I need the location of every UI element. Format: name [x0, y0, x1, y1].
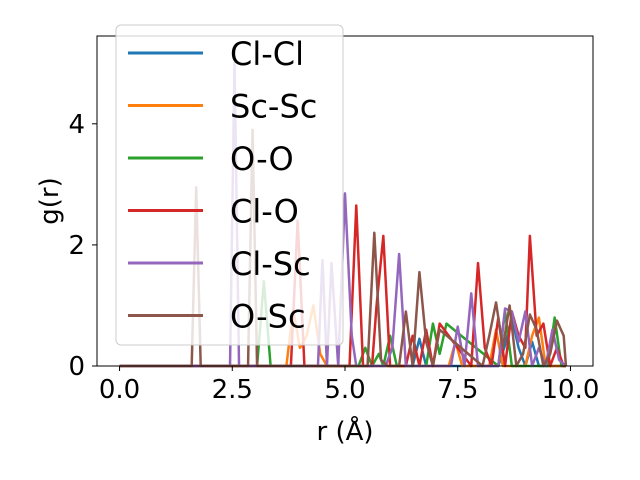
legend-label: O-Sc	[230, 298, 306, 336]
x-axis-label: r (Å)	[316, 415, 373, 447]
legend-label: O-O	[230, 140, 294, 178]
x-tick-label: 5.0	[324, 375, 365, 405]
x-tick-label: 10.0	[542, 375, 600, 405]
y-tick-label: 2	[68, 231, 85, 261]
x-tick-label: 2.5	[212, 375, 253, 405]
y-axis-ticks: 0 2 4	[68, 110, 97, 382]
x-axis-ticks: 0.0 2.5 5.0 7.5 10.0	[99, 366, 600, 405]
y-tick-label: 0	[68, 352, 85, 382]
series-line-3	[119, 204, 566, 368]
y-axis-label: g(r)	[35, 177, 65, 224]
legend: Cl-Cl Sc-Sc O-O Cl-O Cl-Sc O-Sc	[115, 24, 344, 346]
legend-label: Sc-Sc	[230, 88, 317, 126]
x-tick-label: 7.5	[437, 375, 478, 405]
legend-label: Cl-O	[230, 193, 299, 231]
y-tick-label: 4	[68, 110, 85, 140]
legend-label: Cl-Cl	[230, 35, 304, 73]
x-tick-label: 0.0	[99, 375, 140, 405]
legend-label: Cl-Sc	[230, 245, 311, 283]
